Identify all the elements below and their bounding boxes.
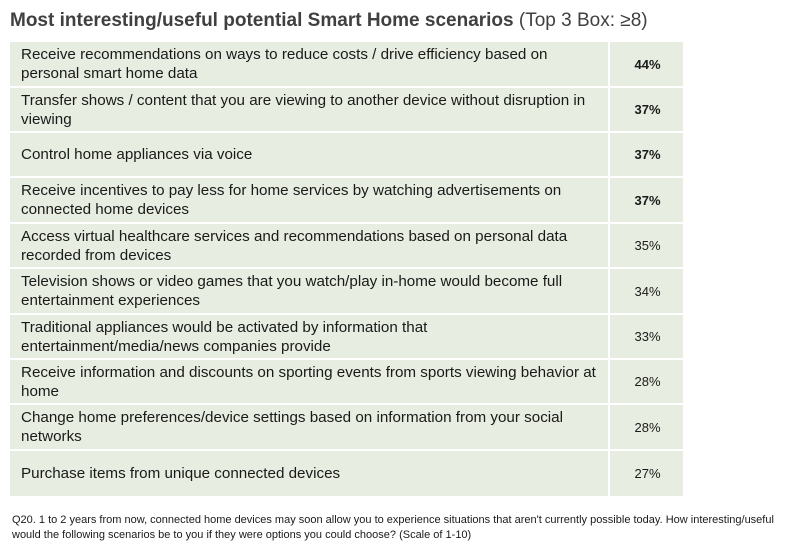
table-row: Change home preferences/device settings … xyxy=(10,405,683,451)
scenario-label: Change home preferences/device settings … xyxy=(10,405,610,449)
table-row: Control home appliances via voice 37% xyxy=(10,133,683,178)
scenario-value: 33% xyxy=(634,329,661,344)
chart-title-main: Most interesting/useful potential Smart … xyxy=(10,10,514,31)
scenario-label: Receive information and discounts on spo… xyxy=(10,360,610,403)
table-row: Receive incentives to pay less for home … xyxy=(10,178,683,224)
question-footnote: Q20. 1 to 2 years from now, connected ho… xyxy=(12,514,774,541)
scenario-label: Control home appliances via voice xyxy=(10,133,610,176)
scenario-label: Receive incentives to pay less for home … xyxy=(10,178,610,222)
table-row: Access virtual healthcare services and r… xyxy=(10,224,683,269)
scenario-value: 37% xyxy=(634,102,661,117)
scenario-value: 28% xyxy=(634,374,661,389)
table-row: Purchase items from unique connected dev… xyxy=(10,451,683,498)
scenario-label: Transfer shows / content that you are vi… xyxy=(10,88,610,131)
scenario-value: 27% xyxy=(634,466,661,481)
scenario-value: 37% xyxy=(634,192,661,208)
table-row: Receive recommendations on ways to reduc… xyxy=(10,42,683,88)
scenario-label: Purchase items from unique connected dev… xyxy=(10,451,610,496)
scenario-table: Receive recommendations on ways to reduc… xyxy=(10,42,683,498)
table-row: Traditional appliances would be activate… xyxy=(10,315,683,360)
scenario-value: 44% xyxy=(634,56,661,72)
chart-title: Most interesting/useful potential Smart … xyxy=(10,6,795,36)
table-row: Receive information and discounts on spo… xyxy=(10,360,683,405)
scenario-label: Traditional appliances would be activate… xyxy=(10,315,610,358)
scenario-label: Access virtual healthcare services and r… xyxy=(10,224,610,267)
scenario-label: Receive recommendations on ways to reduc… xyxy=(10,42,610,86)
scenario-value: 28% xyxy=(634,419,661,435)
chart-title-note: (Top 3 Box: ≥8) xyxy=(518,10,648,31)
scenario-value: 37% xyxy=(634,147,661,162)
scenario-value: 34% xyxy=(634,283,661,299)
scenario-value: 35% xyxy=(634,238,661,253)
table-row: Transfer shows / content that you are vi… xyxy=(10,88,683,133)
scenario-label: Television shows or video games that you… xyxy=(10,269,610,313)
table-row: Television shows or video games that you… xyxy=(10,269,683,315)
